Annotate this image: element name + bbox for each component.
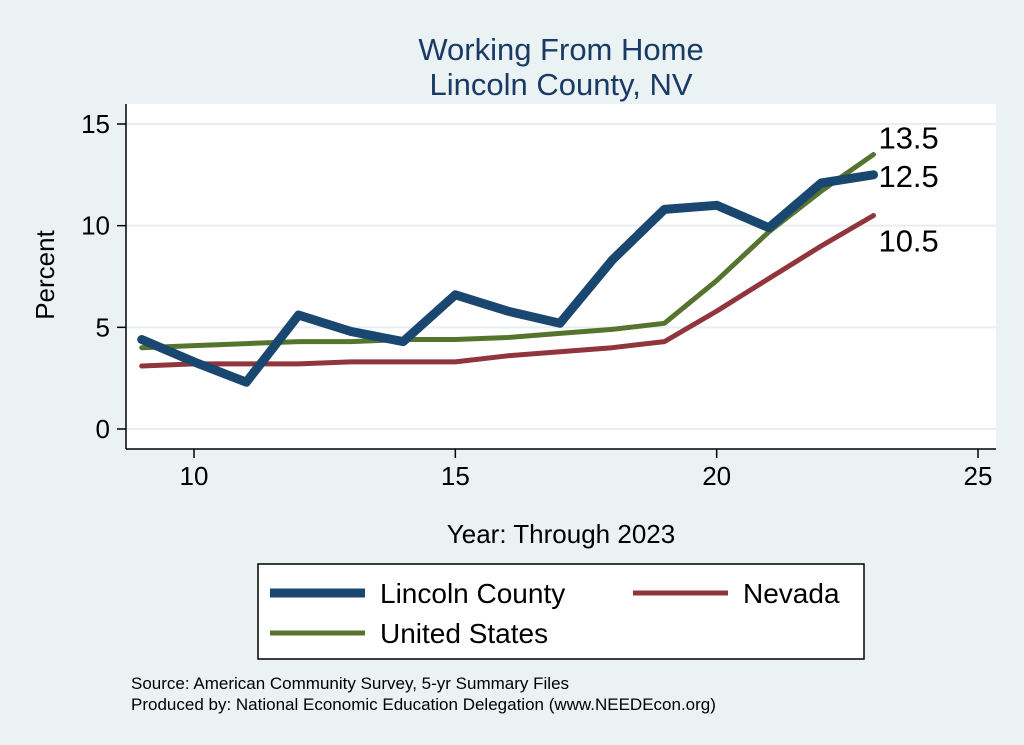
axes: 0 5 10 15 10 15 20 25 [81,104,996,491]
y-axis-title: Percent [30,229,60,319]
x-tick-label-15: 15 [441,461,470,491]
legend-box [257,563,865,660]
x-tick-label-25: 25 [964,461,993,491]
chart-title-line-1: Working From Home [418,32,703,67]
chart-title-line-2: Lincoln County, NV [429,67,692,102]
series-line-lincoln-county [137,170,878,387]
y-tick-label-15: 15 [81,109,110,139]
x-tick-label-10: 10 [180,461,209,491]
legend-label-united-states: United States [380,618,548,649]
plot-area [126,104,996,449]
end-label-united-states: 13.5 [878,121,938,156]
end-labels: 12.5 10.5 13.5 [878,121,938,259]
y-tick-label-0: 0 [96,414,110,444]
producer-note: Produced by: National Economic Education… [131,695,716,714]
series-line-united-states [139,152,876,351]
y-tick-label-5: 5 [96,312,110,342]
legend-label-lincoln-county: Lincoln County [380,578,565,609]
legend: Lincoln County Nevada United States [257,563,865,660]
series-lines [137,152,878,387]
end-label-lincoln-county: 12.5 [878,159,938,194]
x-tick-label-20: 20 [702,461,731,491]
end-label-nevada: 10.5 [878,224,938,259]
legend-label-nevada: Nevada [743,578,840,609]
y-tick-label-10: 10 [81,211,110,241]
gridlines [126,123,996,430]
x-axis-title: Year: Through 2023 [447,519,675,549]
source-note: Source: American Community Survey, 5-yr … [131,674,569,693]
